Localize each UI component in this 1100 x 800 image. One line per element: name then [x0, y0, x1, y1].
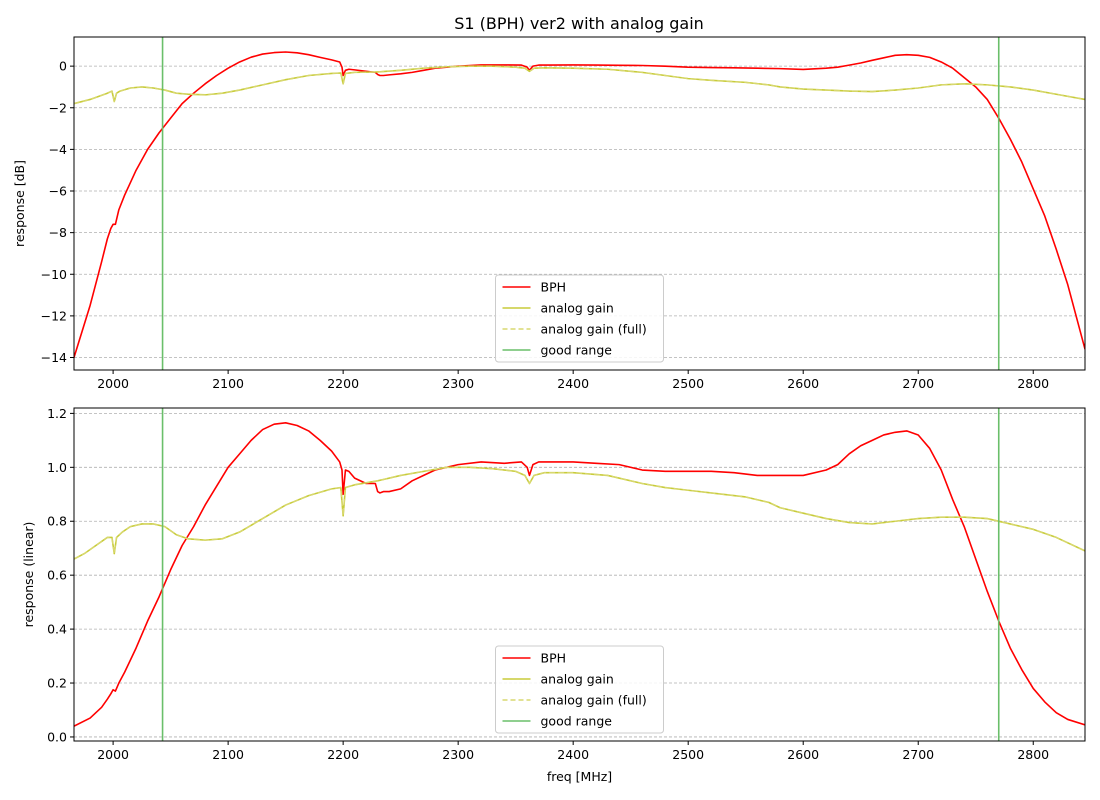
- chart1-series-1-line: [74, 65, 1085, 105]
- chart1-ytick-label-4: −6: [49, 184, 67, 199]
- chart2-xtick-label-8: 2800: [1017, 747, 1049, 762]
- chart2-ylabel: response (linear): [21, 522, 36, 628]
- chart1-xtick-label-6: 2600: [787, 376, 819, 391]
- chart2-xtick-label-0: 2000: [97, 747, 129, 762]
- chart2-xtick-label-4: 2400: [557, 747, 589, 762]
- chart1-ylabel: response [dB]: [12, 160, 27, 247]
- chart2-legend-label-3: good range: [541, 714, 613, 729]
- chart2-legend-label-0: BPH: [541, 651, 567, 666]
- chart1-xtick-label-7: 2700: [902, 376, 934, 391]
- chart2-ytick-label-2: 0.4: [47, 622, 67, 637]
- chart2-data: [74, 422, 1085, 727]
- chart1-ytick-label-7: 0: [59, 59, 67, 74]
- chart2-xtick-label-2: 2200: [327, 747, 359, 762]
- chart2-group: 2000 2100 2200 2300 2400 2500 2600 2700 2800 0.0 0…: [21, 406, 1086, 784]
- chart2-ytick-label-3: 0.6: [47, 568, 67, 583]
- chart2-ytick-label-0: 0.0: [47, 729, 67, 744]
- chart2-legend-label-2: analog gain (full): [541, 693, 647, 708]
- chart1-legend-label-3: good range: [541, 343, 613, 358]
- chart2-xlabel: freq [MHz]: [547, 769, 612, 784]
- chart2-series-1-line: [74, 466, 1085, 560]
- chart2-ytick-label-1: 0.2: [47, 676, 67, 691]
- chart2-xtick-label-5: 2500: [672, 747, 704, 762]
- chart1-series-2-line: [74, 65, 1085, 105]
- chart2-xtick-label-1: 2100: [212, 747, 244, 762]
- chart2-axes-frame: [73, 407, 1086, 742]
- chart1-group: 2000 2100 2200 2300 2400 2500 2600 2700 2800 −14 −…: [12, 36, 1086, 391]
- figure-title: S1 (BPH) ver2 with analog gain: [454, 14, 704, 33]
- chart2-ytick-label-5: 1.0: [47, 460, 67, 475]
- chart1-legend-frame: [495, 274, 664, 363]
- chart1-ytick-label-3: −8: [49, 225, 67, 240]
- chart2-ytick-label-4: 0.8: [47, 514, 67, 529]
- chart1-legend-label-2: analog gain (full): [541, 322, 647, 337]
- chart1-ytick-label-2: −10: [41, 267, 67, 282]
- chart2-xtick-label-3: 2300: [442, 747, 474, 762]
- chart2-legend-frame: [495, 645, 664, 734]
- chart1-legend: BPH analog gain analog gain (full) good ran…: [495, 274, 664, 363]
- chart1-xtick-label-5: 2500: [672, 376, 704, 391]
- chart2-legend: BPH analog gain analog gain (full) good ran…: [495, 645, 664, 734]
- chart1-xtick-label-2: 2200: [327, 376, 359, 391]
- chart2-ytick-label-6: 1.2: [47, 406, 67, 421]
- chart1-ytick-label-1: −12: [41, 308, 67, 323]
- chart1-xtick-label-3: 2300: [442, 376, 474, 391]
- chart1-ytick-label-5: −4: [49, 142, 67, 157]
- chart1-xtick-label-4: 2400: [557, 376, 589, 391]
- chart1-data: [74, 51, 1085, 358]
- chart1-axes-frame: [73, 36, 1086, 371]
- chart2-xtick-label-7: 2700: [902, 747, 934, 762]
- chart1-xtick-label-8: 2800: [1017, 376, 1049, 391]
- chart2-legend-label-1: analog gain: [541, 672, 614, 687]
- chart1-legend-label-0: BPH: [541, 280, 567, 295]
- chart2-xtick-label-6: 2600: [787, 747, 819, 762]
- chart1-ytick-label-6: −2: [49, 100, 67, 115]
- chart1-xtick-label-1: 2100: [212, 376, 244, 391]
- chart1-xtick-label-0: 2000: [97, 376, 129, 391]
- chart1-ytick-label-0: −14: [41, 350, 67, 365]
- chart2-series-2-line: [74, 466, 1085, 560]
- chart1-legend-label-1: analog gain: [541, 301, 614, 316]
